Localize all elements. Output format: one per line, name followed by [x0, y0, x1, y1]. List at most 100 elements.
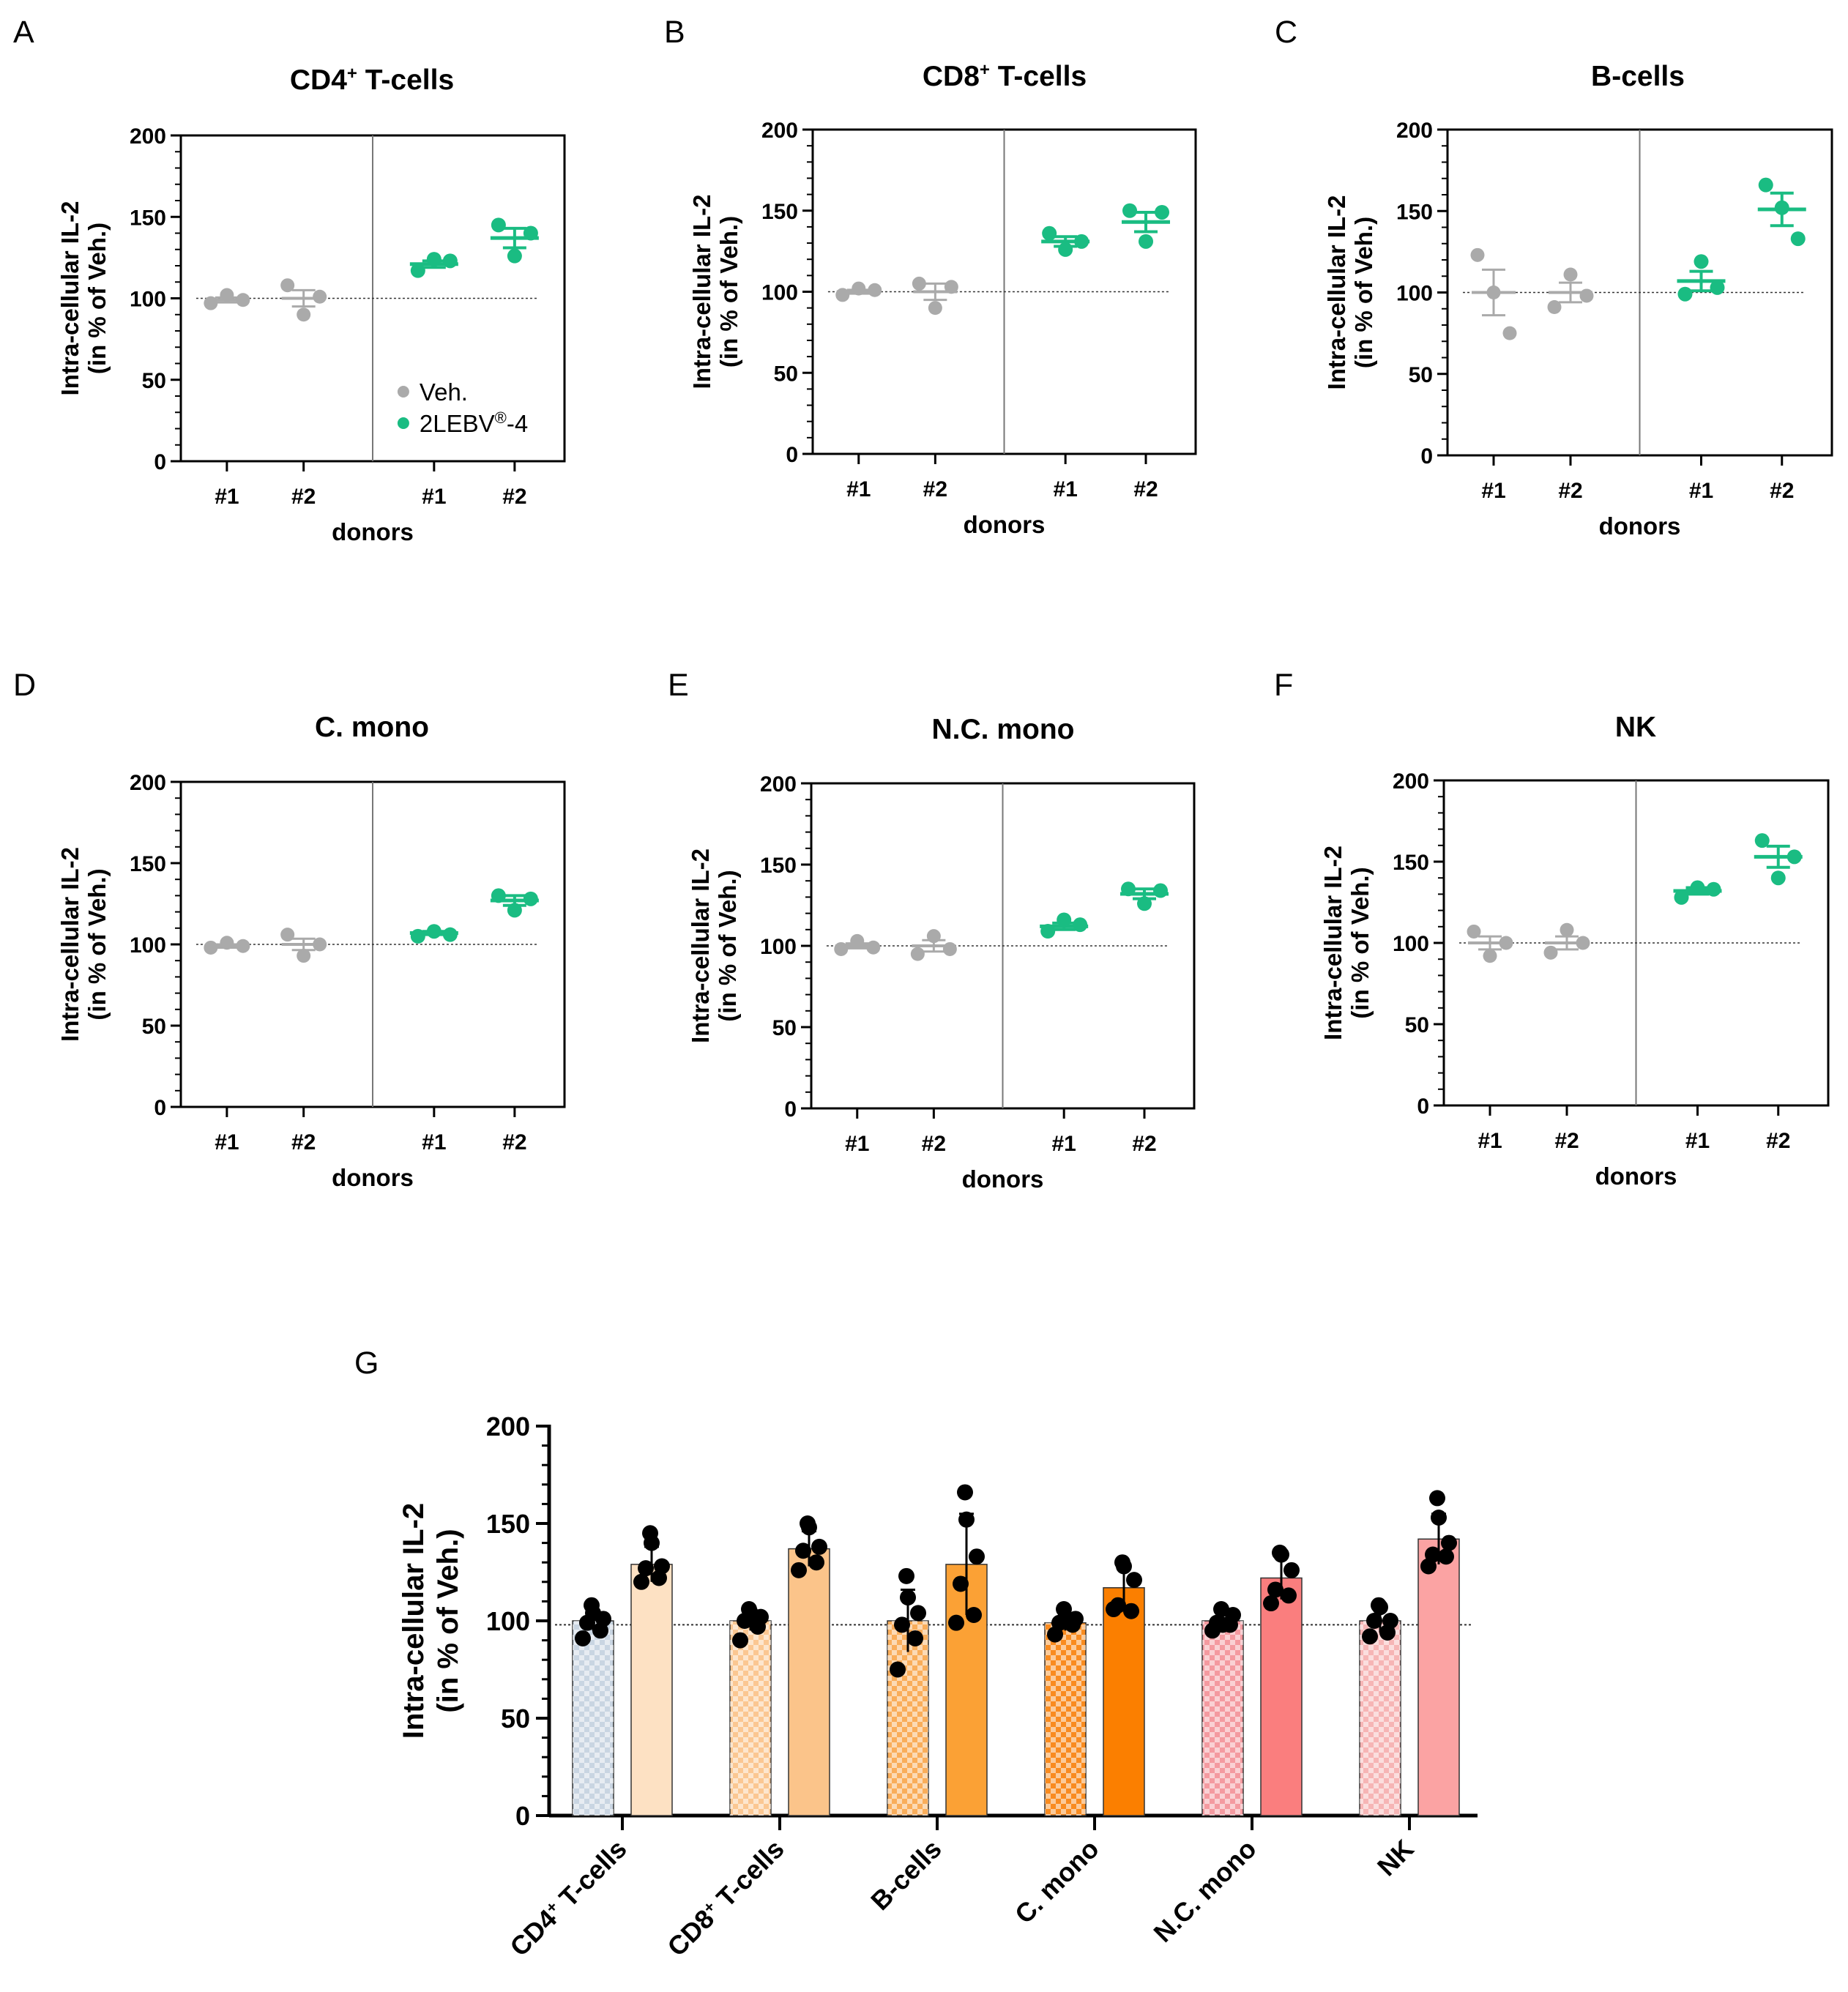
y-tick-label: 200 — [486, 1411, 530, 1441]
y-tick-label: 50 — [774, 362, 798, 386]
data-point — [1470, 247, 1485, 262]
data-point — [491, 217, 506, 233]
y-axis-label-units: (in % of Veh.) — [83, 223, 111, 374]
y-axis-label: Intra-cellular IL-2 — [687, 848, 714, 1043]
data-point — [811, 1538, 827, 1555]
panel-f: F NK 0 50 100 150 200 Intra-cellular IL-2 (in % … — [1274, 668, 1830, 1190]
y-tick-label: 100 — [760, 935, 797, 959]
x-axis-label: donors — [962, 1165, 1044, 1193]
bar-vehicle-pattern — [730, 1621, 771, 1816]
x-tick-label: #2 — [1770, 479, 1794, 503]
data-point — [1114, 1554, 1130, 1571]
y-tick-label: 150 — [1396, 200, 1433, 224]
data-point — [1122, 203, 1138, 218]
bar-vehicle-pattern — [1360, 1621, 1401, 1816]
data-point — [1362, 1628, 1378, 1645]
y-tick-label: 200 — [761, 119, 798, 143]
x-tick-label: #2 — [502, 1130, 526, 1154]
y-tick-label: 50 — [501, 1704, 530, 1734]
data-point — [654, 1558, 670, 1575]
data-point — [1213, 1601, 1229, 1618]
x-tick-label: #1 — [845, 1132, 869, 1156]
title-superscript: + — [347, 64, 357, 83]
data-point — [410, 928, 425, 944]
y-axis-label: Intra-cellular IL-2 — [56, 847, 83, 1042]
data-point — [410, 263, 425, 278]
data-point — [280, 928, 295, 942]
panel-title: CD4+ T-cells — [290, 64, 454, 96]
y-tick-label: 50 — [142, 1015, 166, 1039]
data-point — [633, 1573, 649, 1590]
y-axis-label: Intra-cellular IL-2 — [1323, 195, 1350, 390]
y-tick-label: 100 — [1396, 282, 1433, 306]
data-point — [313, 289, 327, 304]
data-point — [890, 1661, 906, 1678]
data-point — [1425, 1546, 1441, 1563]
data-point — [1467, 924, 1481, 939]
bar-treatment — [1260, 1577, 1303, 1816]
x-tick-label: #1 — [1685, 1129, 1710, 1153]
x-axis-label: donors — [964, 511, 1046, 538]
panel-g-bar-chart: G 0 50 100 150 200 Intra-cellular IL-2 (in % of… — [354, 1346, 1478, 1962]
data-point — [1431, 1510, 1447, 1526]
data-point — [907, 1630, 923, 1646]
panel-e: E N.C. mono 0 50 100 150 200 Intra-cellular IL-… — [668, 668, 1196, 1193]
y-axis-label-units: (in % of Veh.) — [714, 870, 741, 1021]
legend-label-suffix: -4 — [507, 410, 528, 437]
x-tick-label: #2 — [1766, 1129, 1790, 1153]
data-point — [280, 278, 295, 293]
y-axis-label: Intra-cellular IL-2 — [56, 201, 83, 396]
data-point — [1215, 1616, 1231, 1633]
data-point — [957, 1484, 973, 1501]
data-point — [894, 1616, 910, 1633]
data-point — [1123, 1603, 1139, 1619]
data-point — [1110, 1597, 1126, 1614]
y-axis-label-units: (in % of Veh.) — [1346, 867, 1374, 1018]
y-tick-label: 200 — [130, 771, 166, 795]
bar-treatment — [1417, 1538, 1460, 1816]
data-point — [741, 1601, 757, 1618]
y-tick-label: 0 — [515, 1801, 530, 1831]
data-point — [1754, 833, 1770, 848]
data-point — [1272, 1544, 1288, 1561]
y-tick-label: 100 — [1393, 932, 1429, 956]
data-point — [1283, 1562, 1300, 1578]
panel-b: B CD8+ T-cells 0 50 100 150 200 Intra-cellular … — [664, 15, 1197, 538]
y-tick-label: 0 — [784, 1097, 797, 1122]
data-point — [948, 1614, 964, 1631]
y-tick-label: 150 — [486, 1509, 530, 1539]
bar-group-b: B-cells — [865, 1484, 988, 1916]
y-tick-label: 150 — [130, 852, 166, 876]
x-tick-label: #1 — [1478, 1129, 1502, 1153]
data-point — [1058, 242, 1073, 257]
data-point — [928, 301, 942, 316]
data-point — [969, 1548, 985, 1565]
x-tick-label: NK — [1371, 1834, 1420, 1882]
legend-registered-mark: ® — [495, 409, 507, 427]
panel-letter: D — [13, 668, 36, 703]
data-point — [1139, 234, 1154, 249]
data-point — [1056, 1601, 1072, 1618]
panel-a: A CD4+ T-cells 0 50 100 150 200 Intra-cellular … — [13, 15, 566, 545]
y-axis-label-units: (in % of Veh.) — [432, 1529, 464, 1712]
data-point — [1441, 1534, 1457, 1551]
x-tick-label: C. mono — [1009, 1834, 1105, 1930]
x-tick-label: B-cells — [865, 1834, 947, 1916]
y-axis-label-units: (in % of Veh.) — [1350, 217, 1377, 368]
label-rest: T-cells — [705, 1834, 789, 1918]
y-tick-label: 0 — [786, 443, 798, 467]
y-tick-label: 100 — [130, 288, 166, 312]
panel-letter: C — [1275, 15, 1297, 50]
y-tick-label: 100 — [761, 281, 798, 305]
x-axis-label: donors — [332, 1164, 414, 1191]
bar-vehicle-pattern — [1202, 1621, 1243, 1816]
data-point — [1366, 1613, 1382, 1629]
panel-title: CD8+ T-cells — [923, 60, 1087, 92]
label-rest: T-cells — [548, 1834, 632, 1918]
data-point — [966, 1607, 982, 1624]
data-point — [204, 940, 218, 955]
bar-group-cd4: CD4+ T-cells — [504, 1525, 673, 1962]
x-tick-label: #1 — [846, 477, 871, 501]
x-tick-label: #1 — [1053, 477, 1077, 501]
y-tick-label: 50 — [1409, 363, 1433, 387]
